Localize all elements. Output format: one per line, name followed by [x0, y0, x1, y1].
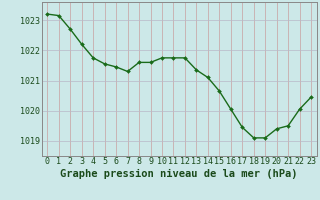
X-axis label: Graphe pression niveau de la mer (hPa): Graphe pression niveau de la mer (hPa)	[60, 169, 298, 179]
